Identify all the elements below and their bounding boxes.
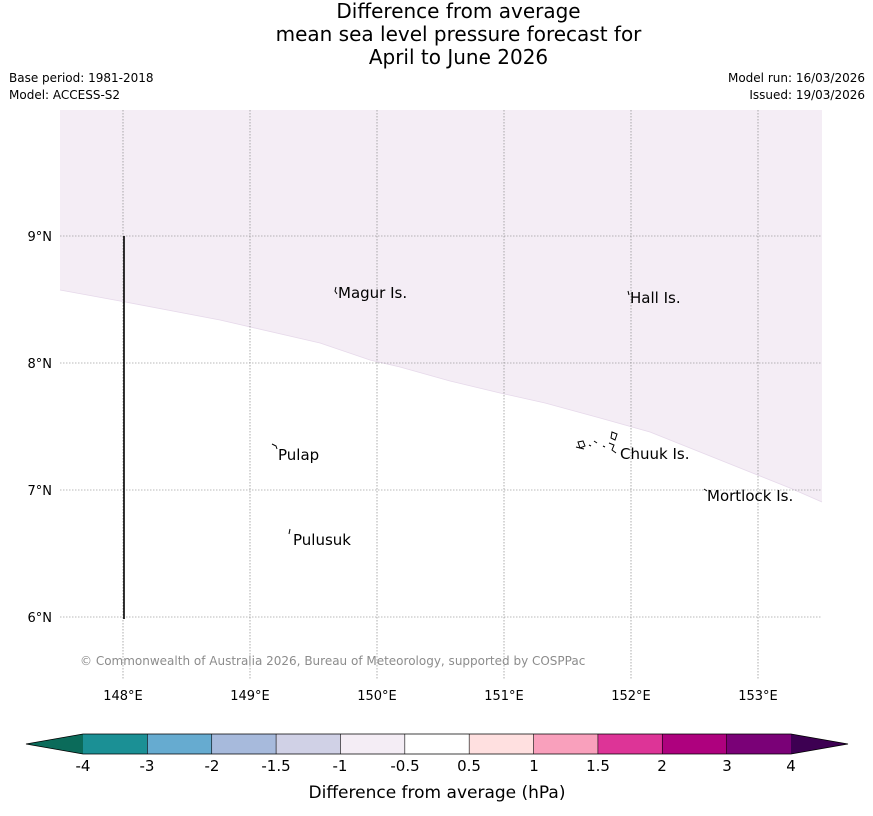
lon-tick-152e: 152°E <box>611 689 651 704</box>
meta-left: Base period: 1981-2018 Model: ACCESS-S2 <box>9 70 154 104</box>
island-mortlock <box>703 488 708 492</box>
island-chuuk-a <box>610 431 618 441</box>
colorbar-segment-5 <box>404 734 470 754</box>
island-pulusuk <box>288 528 291 535</box>
colorbar-under-arrow <box>26 734 83 754</box>
island-outlines <box>271 286 708 535</box>
colorbar-segment-1 <box>147 734 213 754</box>
colorbar-segment-8 <box>597 734 663 754</box>
lat-tick-7n: 7°N <box>28 484 53 499</box>
island-chuuk-g <box>608 442 617 454</box>
island-chuuk-d <box>588 444 592 447</box>
colorbar-outline <box>25 733 849 755</box>
cb-tick-9: 2 <box>657 757 667 775</box>
lon-tick-150e: 150°E <box>357 689 397 704</box>
colorbar-segment-6 <box>469 734 534 754</box>
cb-tick-8: 1.5 <box>586 757 610 775</box>
colorbar-label: Difference from average (hPa) <box>309 783 566 803</box>
cb-tick-7: 1 <box>529 757 539 775</box>
base-period-text: Base period: 1981-2018 <box>9 71 154 85</box>
place-label-mortlock: Mortlock Is. <box>707 487 793 505</box>
lon-tick-148e: 148°E <box>103 689 143 704</box>
shaded-anomaly-region <box>60 110 822 502</box>
lon-tick-153e: 153°E <box>738 689 778 704</box>
island-pulap <box>271 443 278 450</box>
cb-tick-5: -0.5 <box>390 757 419 775</box>
colorbar-segment-4 <box>340 734 406 754</box>
lat-tick-9n: 9°N <box>28 230 53 245</box>
map-title: Difference from average mean sea level p… <box>0 0 873 69</box>
lat-tick-labels: 9°N 8°N 7°N 6°N <box>28 230 53 626</box>
colorbar-segment-0 <box>83 734 148 754</box>
cb-tick-10: 3 <box>722 757 732 775</box>
meta-right: Model run: 16/03/2026 Issued: 19/03/2026 <box>728 70 865 104</box>
colorbar-ticks: -4 -3 -2 -1.5 -1 -0.5 0.5 1 1.5 2 3 4 <box>76 757 796 775</box>
model-run-text: Model run: 16/03/2026 <box>727 71 865 85</box>
place-label-pulusuk: Pulusuk <box>293 531 351 549</box>
cb-tick-4: -1 <box>333 757 348 775</box>
lon-tick-151e: 151°E <box>484 689 524 704</box>
island-chuuk-f <box>602 445 606 448</box>
title-line-3: April to June 2026 <box>368 45 549 69</box>
cb-tick-2: -2 <box>205 757 220 775</box>
island-magur <box>334 286 338 295</box>
lon-tick-labels: 148°E 149°E 150°E 151°E 152°E 153°E <box>103 689 778 704</box>
colorbar-segments <box>83 734 792 754</box>
title-line-1: Difference from average <box>336 0 581 23</box>
colorbar-segment-2 <box>211 734 277 754</box>
lat-tick-8n: 8°N <box>28 357 53 372</box>
island-hall <box>627 290 630 296</box>
island-chuuk-b <box>577 440 586 449</box>
lat-tick-6n: 6°N <box>28 611 53 626</box>
island-chuuk-c <box>575 446 585 450</box>
issued-text: Issued: 19/03/2026 <box>749 88 865 102</box>
place-label-hall: Hall Is. <box>630 289 681 307</box>
place-label-magur: Magur Is. <box>338 284 407 302</box>
cb-tick-1: -3 <box>140 757 155 775</box>
cb-tick-0: -4 <box>76 757 91 775</box>
colorbar-over-arrow <box>791 734 848 754</box>
colorbar-segment-9 <box>662 734 727 754</box>
place-labels: Magur Is. Hall Is. Pulap Chuuk Is. Mortl… <box>278 284 793 549</box>
copyright-text: © Commonwealth of Australia 2026, Bureau… <box>80 654 585 668</box>
cb-tick-3: -1.5 <box>261 757 290 775</box>
lon-tick-149e: 149°E <box>230 689 270 704</box>
model-text: Model: ACCESS-S2 <box>9 88 121 102</box>
colorbar-segment-3 <box>276 734 341 754</box>
cb-tick-11: 4 <box>786 757 796 775</box>
colorbar: -4 -3 -2 -1.5 -1 -0.5 0.5 1 1.5 2 3 4 Di… <box>25 733 849 803</box>
island-chuuk-e <box>593 440 598 444</box>
gridlines <box>60 110 822 680</box>
colorbar-segment-10 <box>726 734 792 754</box>
colorbar-segment-7 <box>533 734 599 754</box>
place-label-chuuk: Chuuk Is. <box>620 445 689 463</box>
title-line-2: mean sea level pressure forecast for <box>275 22 642 46</box>
place-label-pulap: Pulap <box>278 446 319 464</box>
cb-tick-6: 0.5 <box>457 757 481 775</box>
anomaly-contour <box>59 289 823 503</box>
